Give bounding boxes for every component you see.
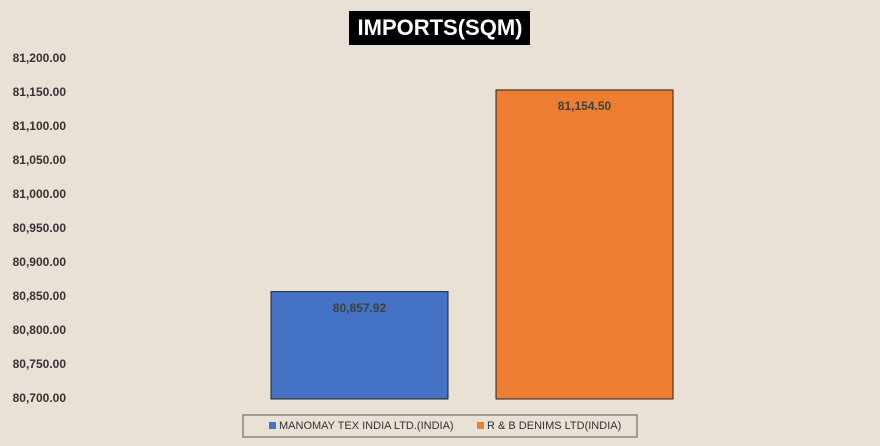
bar xyxy=(270,291,449,400)
data-label: 81,154.50 xyxy=(558,99,612,113)
legend-marker xyxy=(269,422,276,429)
y-tick-label: 80,900.00 xyxy=(13,255,67,269)
y-tick-label: 81,200.00 xyxy=(13,51,67,65)
bar xyxy=(495,89,674,400)
y-tick-label: 80,750.00 xyxy=(13,357,67,371)
y-tick-label: 81,050.00 xyxy=(13,153,67,167)
y-tick-label: 80,800.00 xyxy=(13,323,67,337)
legend-label: R & B DENIMS LTD(INDIA) xyxy=(487,420,621,432)
y-tick-label: 80,950.00 xyxy=(13,221,67,235)
data-label: 80,857.92 xyxy=(333,301,387,315)
y-tick-label: 81,100.00 xyxy=(13,119,67,133)
legend-label: MANOMAY TEX INDIA LTD.(INDIA) xyxy=(279,420,454,432)
chart-title: IMPORTS(SQM) xyxy=(358,15,523,40)
title-box xyxy=(349,11,530,45)
legend-marker xyxy=(477,422,484,429)
y-tick-label: 80,850.00 xyxy=(13,289,67,303)
y-tick-label: 80,700.00 xyxy=(13,391,67,405)
y-tick-label: 81,000.00 xyxy=(13,187,67,201)
legend-box xyxy=(242,414,638,438)
y-tick-label: 81,150.00 xyxy=(13,85,67,99)
